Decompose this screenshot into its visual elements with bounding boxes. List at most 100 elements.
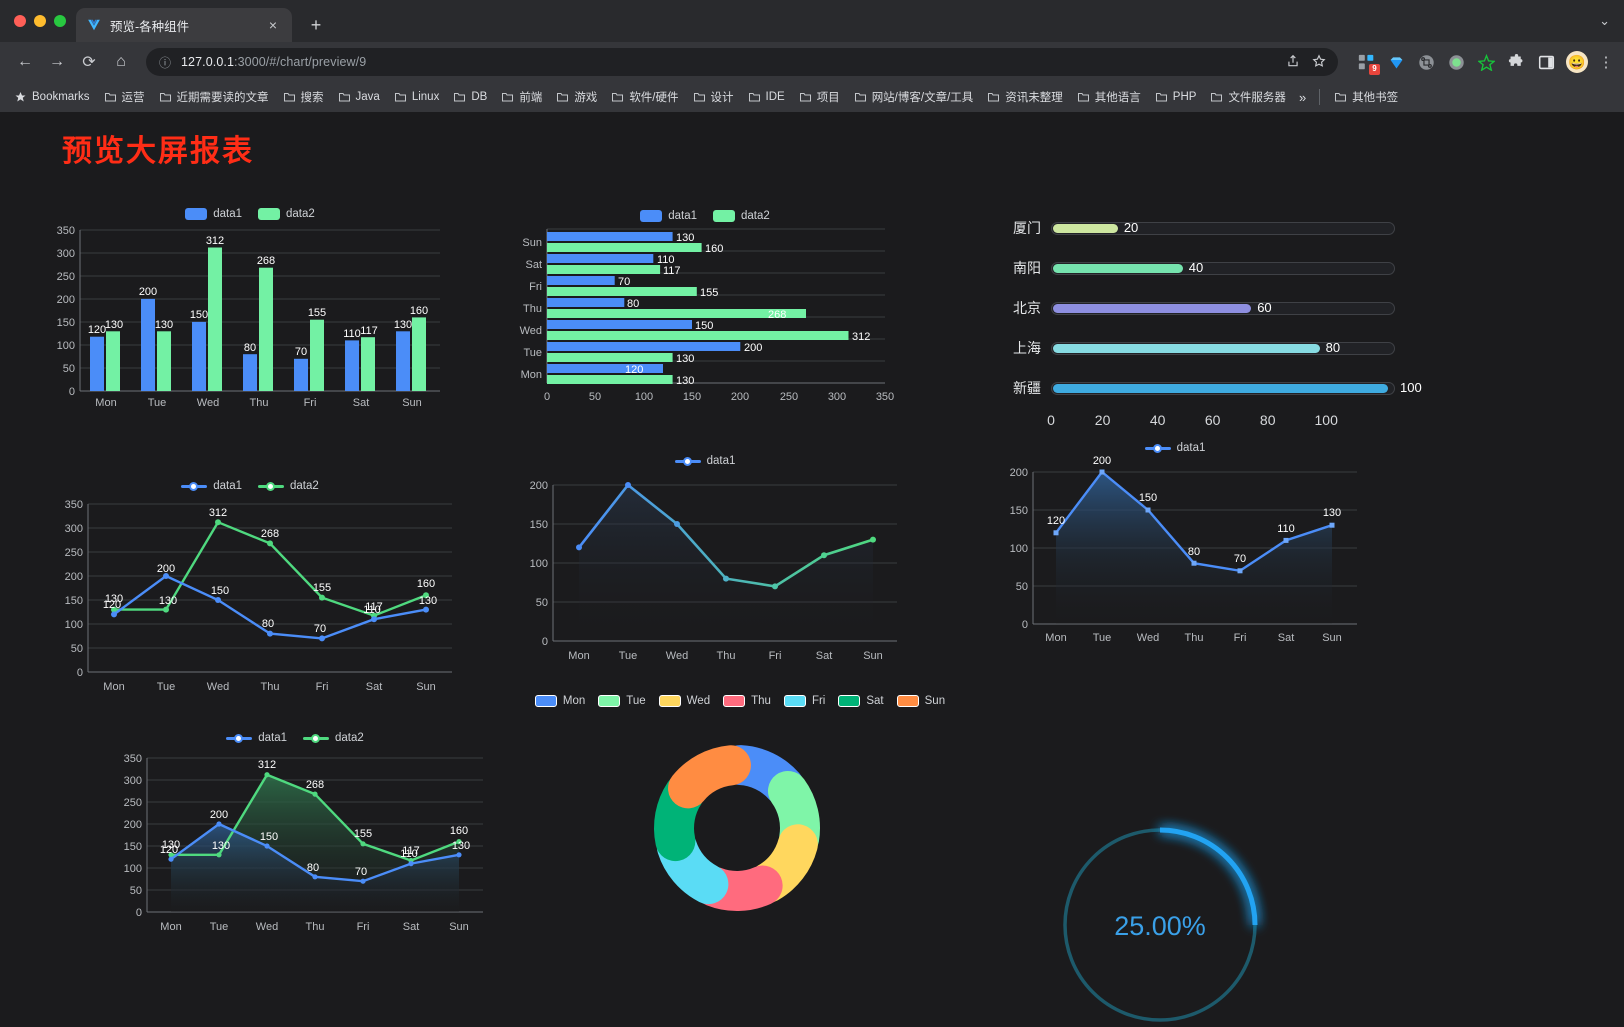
- svg-text:120: 120: [103, 599, 121, 611]
- bookmarks-overflow-button[interactable]: »: [1298, 89, 1307, 105]
- axis-tick: 100: [1314, 412, 1338, 428]
- legend-item-sat[interactable]: Sat: [838, 695, 884, 707]
- legend-item-tue[interactable]: Tue: [598, 695, 646, 707]
- progress-label: 上海: [1013, 340, 1041, 356]
- bookmark-label: 网站/博客/文章/工具: [871, 92, 974, 104]
- legend-item-data1[interactable]: data1: [1144, 442, 1205, 454]
- tab-strip: 预览-各种组件 × + ⌄: [0, 0, 1624, 42]
- svg-text:Wed: Wed: [520, 325, 542, 337]
- legend-item-data1[interactable]: data1: [185, 208, 242, 220]
- bars: [547, 232, 849, 384]
- legend-item-mon[interactable]: Mon: [534, 695, 585, 707]
- value-labels: 130 120 200 130 312 150 268 80 155 70 11…: [103, 507, 437, 635]
- legend-item-fri[interactable]: Fri: [783, 695, 825, 707]
- other-bookmarks-folder[interactable]: 其他书签: [1328, 86, 1404, 108]
- legend-item-data2[interactable]: data2: [258, 208, 315, 220]
- legend-item-data2[interactable]: data2: [258, 480, 319, 492]
- bookmark-star-icon[interactable]: [1312, 53, 1326, 71]
- extensions-grid-icon[interactable]: 9: [1356, 52, 1380, 75]
- svg-text:Tue: Tue: [148, 397, 167, 409]
- svg-text:Sat: Sat: [1278, 632, 1295, 644]
- extensions-row: 9 😀 ⋮: [1348, 51, 1614, 75]
- svg-text:Mon: Mon: [568, 650, 589, 662]
- bookmark-folder[interactable]: 游戏: [550, 86, 603, 108]
- x-axis-ticks: Mon Tue Wed Thu Fri Sat Sun: [568, 650, 882, 662]
- chevron-down-icon[interactable]: ⌄: [1599, 13, 1610, 28]
- legend-item-data1[interactable]: data1: [640, 210, 697, 222]
- bookmark-folder[interactable]: 前端: [495, 86, 548, 108]
- svg-text:80: 80: [244, 342, 256, 354]
- close-window-button[interactable]: [14, 15, 26, 27]
- forward-button[interactable]: →: [49, 53, 65, 70]
- bookmark-folder[interactable]: Java: [332, 88, 386, 106]
- side-panel-icon[interactable]: [1536, 52, 1556, 72]
- svg-text:Thu: Thu: [261, 681, 280, 693]
- series-data1: [168, 821, 462, 884]
- legend-item-data1[interactable]: data1: [674, 455, 735, 467]
- legend-item-data1[interactable]: data1: [226, 732, 287, 744]
- legend-item-sun[interactable]: Sun: [896, 695, 945, 707]
- svg-text:110: 110: [1277, 523, 1295, 535]
- svg-text:130: 130: [676, 232, 694, 244]
- close-tab-button[interactable]: ×: [268, 17, 278, 33]
- green-circle-icon[interactable]: [1446, 52, 1466, 72]
- extension-badge-count: 9: [1369, 64, 1380, 75]
- reload-button[interactable]: ⟳: [82, 54, 96, 71]
- svg-text:Fri: Fri: [316, 681, 329, 693]
- site-info-icon[interactable]: ⓘ: [158, 55, 171, 70]
- bookmark-folder[interactable]: 设计: [687, 86, 740, 108]
- svg-text:350: 350: [57, 225, 75, 237]
- legend-item-thu[interactable]: Thu: [723, 695, 771, 707]
- browser-tab[interactable]: 预览-各种组件 ×: [76, 8, 292, 42]
- bookmark-folder[interactable]: 资讯未整理: [981, 86, 1069, 108]
- svg-text:50: 50: [1016, 581, 1028, 593]
- bookmark-folder[interactable]: 软件/硬件: [605, 86, 684, 108]
- legend-item-wed[interactable]: Wed: [658, 695, 710, 707]
- bookmark-folder[interactable]: 文件服务器: [1204, 86, 1292, 108]
- new-tab-button[interactable]: +: [310, 14, 322, 35]
- bookmark-folder[interactable]: DB: [447, 88, 493, 106]
- legend-item-data2[interactable]: data2: [713, 210, 770, 222]
- bookmark-folder[interactable]: 近期需要读的文章: [153, 86, 275, 108]
- bookmarks-divider: [1319, 89, 1321, 105]
- command-icon[interactable]: [1416, 52, 1436, 72]
- puzzle-icon[interactable]: [1506, 52, 1526, 72]
- legend-label: data1: [258, 732, 287, 744]
- legend-label: data2: [335, 732, 364, 744]
- y-axis-ticks: 350 300 250 200 150 100 50 0: [57, 225, 75, 398]
- bookmark-folder[interactable]: Linux: [388, 88, 446, 106]
- bookmark-folder[interactable]: IDE: [742, 88, 791, 106]
- profile-avatar[interactable]: 😀: [1566, 51, 1588, 73]
- back-button[interactable]: ←: [17, 53, 33, 70]
- browser-menu-button[interactable]: ⋮: [1598, 54, 1614, 71]
- address-bar[interactable]: ⓘ 127.0.0.1:3000/#/chart/preview/9: [146, 48, 1338, 76]
- tab-title: 预览-各种组件: [110, 19, 190, 34]
- legend-item-data2[interactable]: data2: [303, 732, 364, 744]
- svg-text:350: 350: [65, 499, 83, 511]
- green-star-icon[interactable]: [1476, 52, 1496, 72]
- bookmark-label: 资讯未整理: [1005, 92, 1063, 104]
- legend-item-data1[interactable]: data1: [181, 480, 242, 492]
- vue-logo-icon: [86, 17, 102, 33]
- bookmark-folder[interactable]: 运营: [98, 86, 151, 108]
- bookmarks-manager-item[interactable]: Bookmarks: [8, 88, 96, 106]
- svg-text:117: 117: [365, 601, 383, 613]
- maximize-window-button[interactable]: [54, 15, 66, 27]
- svg-text:Sat: Sat: [353, 397, 370, 409]
- progress-track: 100: [1051, 380, 1422, 395]
- gauge-progress: [1159, 827, 1258, 926]
- legend-line-marker: [674, 455, 701, 467]
- progress-fill: [1053, 343, 1320, 353]
- share-icon[interactable]: [1286, 54, 1300, 71]
- home-button[interactable]: ⌂: [116, 53, 126, 70]
- svg-text:Fri: Fri: [1234, 632, 1247, 644]
- bookmark-folder[interactable]: 其他语言: [1071, 86, 1147, 108]
- diamond-icon[interactable]: [1386, 52, 1406, 72]
- bookmark-folder[interactable]: 搜索: [277, 86, 330, 108]
- bookmark-folder[interactable]: 网站/博客/文章/工具: [848, 86, 980, 108]
- minimize-window-button[interactable]: [34, 15, 46, 27]
- dashboard-grid: data1 data2: [0, 170, 1624, 1027]
- bookmark-folder[interactable]: PHP: [1149, 88, 1203, 106]
- svg-text:312: 312: [852, 331, 870, 343]
- bookmark-folder[interactable]: 项目: [793, 86, 846, 108]
